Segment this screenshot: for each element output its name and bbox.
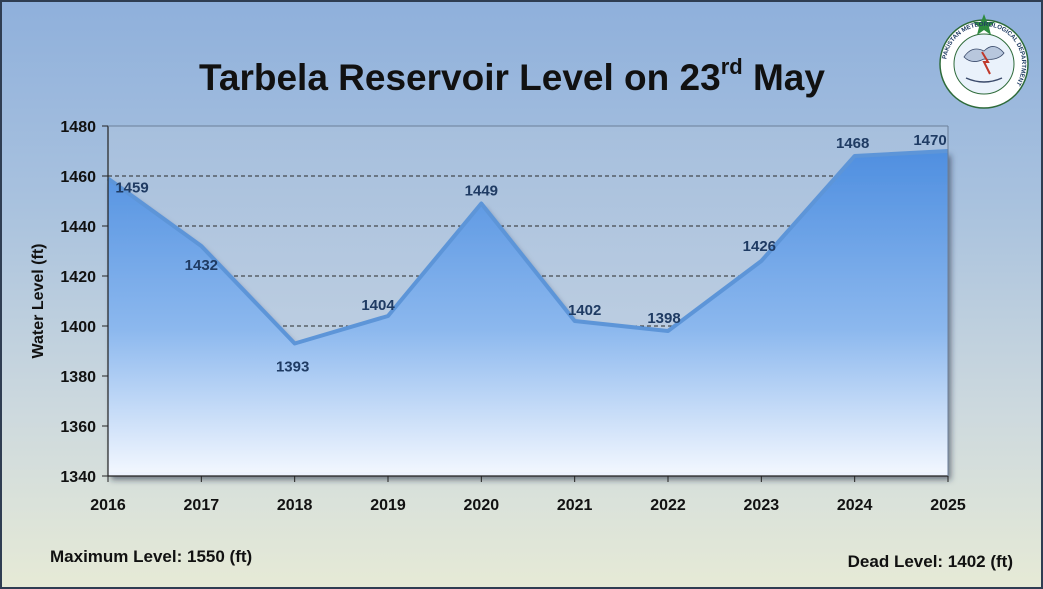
title-main: Tarbela Reservoir Level on 23 (199, 57, 721, 98)
title-tail: May (742, 57, 825, 98)
x-tick-label: 2016 (90, 497, 126, 514)
axes: 1340 1360 1380 1400 1420 1440 1460 1480 2016 2017… (60, 119, 965, 514)
y-tick-label: 1340 (60, 469, 96, 486)
x-tick-label: 2021 (557, 497, 593, 514)
data-label: 1468 (836, 135, 869, 152)
data-label: 1404 (361, 297, 395, 314)
y-tick-label: 1440 (60, 219, 96, 236)
y-tick-label: 1380 (60, 369, 96, 386)
data-label: 1398 (647, 310, 680, 327)
series-line (106, 149, 949, 346)
data-label: 1402 (568, 302, 601, 319)
data-label: 1393 (276, 359, 309, 376)
data-label: 1470 (913, 132, 946, 149)
x-tick-label: 2020 (464, 497, 500, 514)
data-label: 1426 (743, 238, 776, 255)
y-tick-label: 1400 (60, 319, 96, 336)
x-tick-label: 2017 (184, 497, 220, 514)
maximum-level-note: Maximum Level: 1550 (ft) (50, 547, 253, 566)
title-superscript: rd (720, 54, 743, 79)
chart-title: Tarbela Reservoir Level on 23rd May (2, 54, 1022, 99)
x-tick-label: 2023 (744, 497, 780, 514)
y-tick-label: 1460 (60, 169, 96, 186)
dead-level-note: Dead Level: 1402 (ft) (847, 552, 1013, 571)
pmd-emblem-icon: PAKISTAN METEOROLOGICAL DEPARTMENT (939, 14, 1029, 109)
area-series (106, 149, 949, 476)
data-label: 1432 (185, 257, 218, 274)
x-tick-label: 2025 (930, 497, 966, 514)
x-tick-label: 2022 (650, 497, 686, 514)
data-label: 1459 (115, 180, 148, 197)
x-tick-label: 2019 (370, 497, 406, 514)
y-axis-label: Water Level (ft) (30, 244, 47, 359)
data-labels: 1459 1432 1393 1404 1449 1402 1398 1426 1468 1470 (115, 132, 946, 376)
x-tick-label: 2018 (277, 497, 313, 514)
area-fill (108, 151, 948, 476)
y-tick-label: 1420 (60, 269, 96, 286)
x-tick-label: 2024 (837, 497, 873, 514)
data-label: 1449 (465, 183, 498, 200)
y-tick-label: 1480 (60, 119, 96, 136)
y-tick-label: 1360 (60, 419, 96, 436)
